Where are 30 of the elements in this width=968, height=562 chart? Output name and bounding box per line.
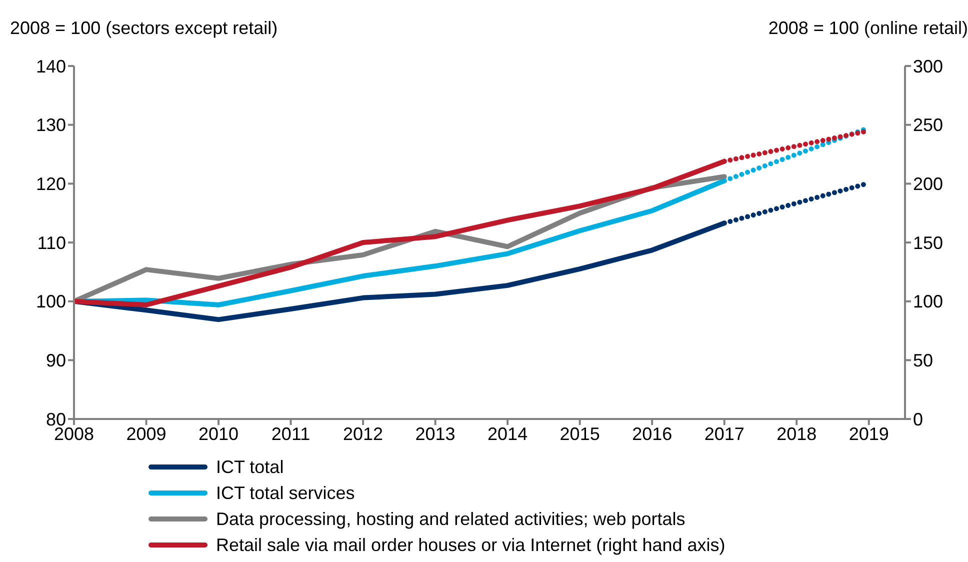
x-tick-label: 2017	[704, 424, 744, 444]
y-tick-label: 110	[37, 232, 66, 253]
y2-tick-label: 250	[913, 115, 944, 136]
y2-tick-label: 50	[913, 350, 934, 371]
y2-tick-label: 150	[913, 232, 944, 253]
x-tick-label: 2014	[488, 424, 528, 444]
y-tick-label: 140	[36, 56, 66, 76]
legend-label: Data processing, hosting and related activities; web portals	[216, 508, 686, 531]
y-axis-title: 2008 = 100 (sectors except retail)	[10, 18, 278, 39]
legend-label: Retail sale via mail order houses or via Internet (right hand axis)	[216, 534, 726, 557]
x-tick-label: 2010	[198, 424, 239, 444]
y2-tick-label: 300	[913, 56, 944, 76]
y2-tick-label: 0	[913, 409, 924, 430]
x-tick-label: 2013	[415, 424, 456, 444]
x-tick-label: 2012	[343, 424, 384, 444]
y-tick-label: 100	[36, 292, 66, 312]
y2-tick-label: 200	[913, 174, 944, 194]
x-tick-label: 2009	[126, 424, 166, 444]
x-tick-label: 2016	[632, 424, 672, 444]
y-tick-label: 90	[46, 350, 66, 371]
x-tick-label: 2019	[848, 424, 889, 444]
x-tick-label: 2018	[776, 424, 817, 444]
y2-axis-title: 2008 = 100 (online retail)	[768, 18, 968, 39]
y2-tick-label: 100	[913, 292, 944, 312]
legend-label: ICT total	[216, 456, 284, 479]
legend-label: ICT total services	[216, 482, 355, 505]
x-tick-label: 2011	[271, 424, 310, 444]
x-tick-label: 2015	[560, 424, 600, 444]
y-tick-label: 130	[36, 115, 66, 136]
y-tick-label: 120	[36, 174, 66, 194]
